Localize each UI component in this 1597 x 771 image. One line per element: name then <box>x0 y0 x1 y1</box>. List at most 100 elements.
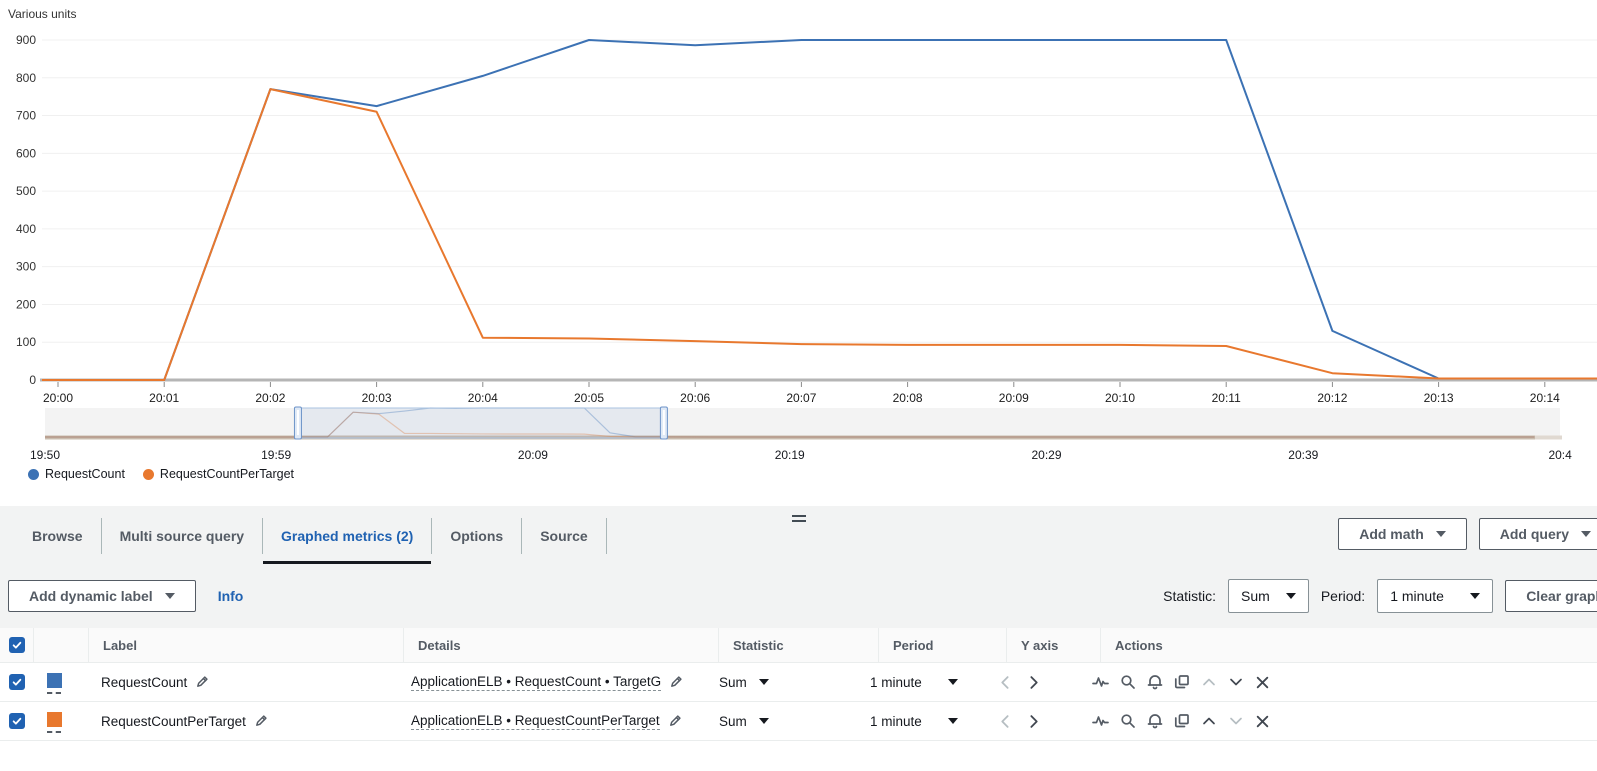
period-dropdown[interactable]: 1 minute <box>864 675 983 690</box>
chevron-down-icon <box>164 593 175 599</box>
svg-text:0: 0 <box>29 373 36 387</box>
graphed-metrics-table: Label Details Statistic Period Y axis Ac… <box>0 628 1597 771</box>
tab-options[interactable]: Options <box>432 518 523 554</box>
series-color-swatch[interactable] <box>47 712 62 733</box>
clear-graph-button[interactable]: Clear graph <box>1505 580 1597 612</box>
statistic-select[interactable]: Sum <box>1228 579 1309 613</box>
pulse-icon[interactable] <box>1092 674 1109 690</box>
row-checkbox[interactable] <box>8 674 25 690</box>
tab-graphed-metrics[interactable]: Graphed metrics (2) <box>263 518 433 564</box>
legend-item-requestcountpertarget[interactable]: RequestCountPerTarget <box>142 467 295 481</box>
series-line-RequestCountPerTarget <box>42 88 1597 381</box>
add-math-label: Add math <box>1359 526 1424 542</box>
statistic-dropdown[interactable]: Sum <box>711 714 864 729</box>
yaxis-left-icon[interactable] <box>999 675 1012 690</box>
period-dropdown[interactable]: 1 minute <box>864 714 983 729</box>
chevron-down-icon <box>1435 531 1446 537</box>
legend-item-requestcount[interactable]: RequestCount <box>28 467 125 481</box>
label-column-header: Label <box>88 628 403 662</box>
row-checkbox[interactable] <box>8 713 25 729</box>
period-select[interactable]: 1 minute <box>1377 579 1494 613</box>
pulse-icon[interactable] <box>1092 713 1109 729</box>
add-math-button[interactable]: Add math <box>1338 518 1467 550</box>
duplicate-icon[interactable] <box>1174 713 1190 729</box>
yaxis-right-icon[interactable] <box>1027 675 1040 690</box>
svg-text:20:05: 20:05 <box>574 391 604 405</box>
svg-text:800: 800 <box>16 71 36 85</box>
period-column-header: Period <box>878 628 1006 662</box>
tab-list: Browse Multi source query Graphed metric… <box>14 518 607 564</box>
edit-details-pencil-icon[interactable] <box>669 675 683 689</box>
edit-details-pencil-icon[interactable] <box>668 714 682 728</box>
edit-label-pencil-icon[interactable] <box>195 675 209 689</box>
svg-text:900: 900 <box>16 33 36 47</box>
legend-dot-orange <box>142 468 154 480</box>
svg-text:20:14: 20:14 <box>1530 391 1560 405</box>
remove-icon[interactable] <box>1255 714 1270 729</box>
period-cell-value: 1 minute <box>870 713 922 729</box>
legend-label: RequestCountPerTarget <box>159 467 295 481</box>
statistic-dropdown[interactable]: Sum <box>711 675 864 690</box>
tab-source[interactable]: Source <box>522 518 607 554</box>
zoom-icon[interactable] <box>1120 674 1136 690</box>
move-up-icon[interactable] <box>1201 675 1217 689</box>
svg-text:300: 300 <box>16 260 36 274</box>
color-column-header <box>33 628 88 662</box>
add-query-button[interactable]: Add query <box>1478 518 1597 550</box>
move-down-icon[interactable] <box>1228 714 1244 728</box>
info-link[interactable]: Info <box>217 588 244 604</box>
chevron-down-icon <box>1285 593 1296 599</box>
tab-multi-source-query[interactable]: Multi source query <box>102 518 264 554</box>
series-color-swatch[interactable] <box>47 673 62 694</box>
table-row: RequestCount ApplicationELB • RequestCou… <box>0 663 1597 702</box>
duplicate-icon[interactable] <box>1174 674 1190 690</box>
metric-label: RequestCount <box>101 674 188 690</box>
edit-label-pencil-icon[interactable] <box>254 714 268 728</box>
svg-text:20:09: 20:09 <box>999 391 1029 405</box>
alarm-bell-icon[interactable] <box>1147 674 1163 690</box>
period-cell-value: 1 minute <box>870 674 922 690</box>
panel-resize-handle[interactable] <box>790 512 808 525</box>
svg-text:700: 700 <box>16 109 36 123</box>
add-dynamic-label-text: Add dynamic label <box>29 588 153 604</box>
remove-icon[interactable] <box>1255 675 1270 690</box>
statistic-label: Statistic: <box>1163 588 1217 604</box>
tab-browse[interactable]: Browse <box>14 518 102 554</box>
metric-details[interactable]: ApplicationELB • RequestCountPerTarget <box>411 712 660 730</box>
metrics-line-chart[interactable]: 0 100 200 300 400 500 600 700 800 900 20:00 20:01 20… <box>0 0 1597 464</box>
toolbar-row: Add dynamic label Info Statistic: Sum Pe… <box>0 564 1597 628</box>
metric-label: RequestCountPerTarget <box>101 713 246 729</box>
yaxis-right-icon[interactable] <box>1027 714 1040 729</box>
actions-column-header: Actions <box>1100 628 1597 662</box>
metrics-chart-section: Various units 0 100 200 300 400 500 600 700 800 9… <box>0 0 1597 481</box>
svg-text:20:29: 20:29 <box>1032 448 1062 462</box>
svg-text:400: 400 <box>16 222 36 236</box>
svg-text:20:01: 20:01 <box>149 391 179 405</box>
table-row: RequestCountPerTarget ApplicationELB • R… <box>0 702 1597 741</box>
add-dynamic-label-button[interactable]: Add dynamic label <box>8 580 196 612</box>
svg-text:20:19: 20:19 <box>775 448 805 462</box>
chevron-down-icon <box>947 679 958 685</box>
svg-text:20:00: 20:00 <box>43 391 73 405</box>
period-value: 1 minute <box>1390 588 1444 604</box>
header-buttons: Add math Add query <box>1338 518 1597 550</box>
svg-text:20:08: 20:08 <box>893 391 923 405</box>
alarm-bell-icon[interactable] <box>1147 713 1163 729</box>
svg-text:20:07: 20:07 <box>786 391 816 405</box>
legend-dot-blue <box>28 468 39 480</box>
statistic-value: Sum <box>1241 588 1270 604</box>
move-up-icon[interactable] <box>1201 714 1217 728</box>
svg-text:20:4: 20:4 <box>1548 448 1572 462</box>
svg-text:20:03: 20:03 <box>362 391 392 405</box>
select-all-checkbox[interactable] <box>8 637 25 653</box>
statistic-cell-value: Sum <box>719 674 747 690</box>
period-label: Period: <box>1320 588 1366 604</box>
move-down-icon[interactable] <box>1228 675 1244 689</box>
metric-details[interactable]: ApplicationELB • RequestCount • TargetG <box>411 673 662 691</box>
legend-label: RequestCount <box>45 467 125 481</box>
yaxis-column-header: Y axis <box>1006 628 1100 662</box>
zoom-icon[interactable] <box>1120 713 1136 729</box>
timeline-brush-selection[interactable] <box>297 407 665 439</box>
tabs-row: Browse Multi source query Graphed metric… <box>0 506 1597 564</box>
yaxis-left-icon[interactable] <box>999 714 1012 729</box>
